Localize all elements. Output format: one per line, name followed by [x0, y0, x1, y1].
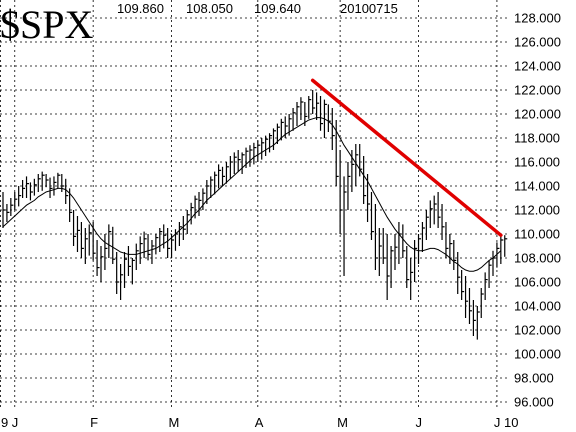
trendline: [310, 78, 503, 237]
y-tick-label: 124.000: [514, 59, 561, 74]
y-tick-label: 106.000: [514, 275, 561, 290]
chart-header: $SPX 109.860 108.050 109.640 20100715: [0, 1, 398, 47]
y-tick-label: 100.000: [514, 347, 561, 362]
x-tick-label: A: [255, 415, 264, 430]
grid-lines: [0, 0, 510, 408]
y-tick-label: 108.000: [514, 251, 561, 266]
y-tick-label: 96.000: [514, 395, 554, 410]
header-date: 20100715: [340, 1, 398, 16]
y-tick-label: 126.000: [514, 35, 561, 50]
y-tick-label: 114.000: [514, 179, 560, 194]
header-value-close: 109.640: [254, 1, 301, 16]
header-value-low: 108.050: [186, 1, 233, 16]
x-tick-label: F: [90, 415, 98, 430]
x-tick-label: J: [12, 415, 19, 430]
moving-average-line: [2, 117, 502, 272]
y-tick-label: 98.000: [514, 371, 554, 386]
y-tick-label: 116.000: [514, 155, 560, 170]
x-tick-label: J: [416, 415, 423, 430]
y-tick-label: 128.000: [514, 11, 561, 26]
x-tick-label: M: [169, 415, 180, 430]
x-tick-label: M: [337, 415, 348, 430]
header-value-high: 109.860: [117, 1, 164, 16]
x-tick-label: J 10: [494, 415, 519, 430]
y-tick-label: 122.000: [514, 83, 561, 98]
y-tick-label: 110.000: [514, 227, 560, 242]
y-tick-label: 102.000: [514, 323, 561, 338]
y-tick-label: 104.000: [514, 299, 561, 314]
y-tick-label: 118.000: [514, 131, 560, 146]
resistance-trendline: [310, 78, 503, 237]
y-axis-labels: 128.000 126.000 124.000 122.000 120.000 118.0…: [514, 11, 561, 410]
price-bars: [2, 90, 508, 340]
x-tick-label: 9: [1, 415, 8, 430]
moving-average-path: [2, 117, 502, 272]
y-tick-label: 120.000: [514, 107, 561, 122]
chart-title: $SPX: [0, 2, 93, 47]
y-tick-label: 112.000: [514, 203, 560, 218]
